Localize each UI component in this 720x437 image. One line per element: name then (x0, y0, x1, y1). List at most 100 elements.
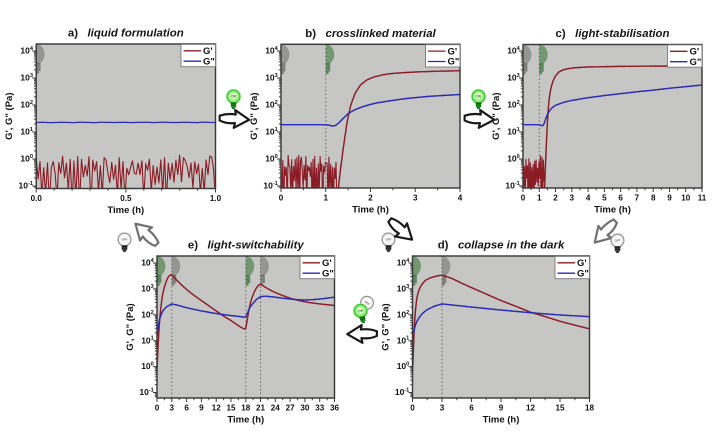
svg-text:104: 104 (507, 46, 520, 56)
svg-text:G': G' (203, 46, 213, 57)
svg-text:30: 30 (300, 404, 310, 413)
svg-text:G', G" (Pa): G', G" (Pa) (249, 92, 260, 139)
svg-text:e) light-switchability: e) light-switchability (188, 240, 304, 252)
svg-text:11: 11 (698, 194, 707, 203)
svg-text:102: 102 (265, 100, 278, 110)
svg-text:G": G" (690, 57, 702, 68)
svg-text:9: 9 (199, 404, 204, 413)
svg-text:101: 101 (20, 127, 33, 137)
svg-text:6: 6 (469, 404, 474, 413)
svg-text:G": G" (448, 57, 460, 68)
svg-text:G', G" (Pa): G', G" (Pa) (125, 303, 136, 350)
svg-text:2: 2 (553, 194, 558, 203)
svg-text:6: 6 (618, 194, 623, 203)
svg-text:b) crosslinked material: b) crosslinked material (305, 28, 436, 40)
svg-text:104: 104 (141, 258, 154, 268)
svg-text:101: 101 (507, 127, 520, 137)
svg-text:101: 101 (141, 335, 154, 345)
svg-text:0: 0 (521, 194, 526, 203)
svg-text:G', G" (Pa): G', G" (Pa) (491, 92, 502, 139)
svg-text:27: 27 (286, 404, 296, 413)
svg-text:10-1: 10-1 (395, 387, 409, 397)
svg-text:18: 18 (585, 404, 595, 413)
svg-text:103: 103 (397, 284, 410, 294)
svg-text:102: 102 (141, 309, 154, 319)
svg-text:24: 24 (271, 404, 281, 413)
svg-text:0: 0 (279, 194, 284, 203)
svg-text:G': G' (448, 46, 458, 57)
svg-text:2: 2 (368, 194, 373, 203)
svg-text:3: 3 (570, 194, 575, 203)
svg-text:4: 4 (458, 194, 463, 203)
svg-text:OFF: OFF (363, 299, 370, 306)
svg-text:9: 9 (499, 404, 504, 413)
svg-text:104: 104 (397, 258, 410, 268)
svg-text:1: 1 (324, 194, 329, 203)
svg-text:0.5: 0.5 (120, 194, 132, 203)
svg-text:OFF: OFF (615, 239, 621, 243)
svg-text:100: 100 (507, 154, 520, 164)
svg-text:100: 100 (20, 154, 33, 164)
svg-text:G': G' (577, 258, 587, 269)
svg-text:15: 15 (555, 404, 565, 413)
svg-text:101: 101 (265, 127, 278, 137)
svg-text:OFF: OFF (386, 238, 392, 242)
svg-text:4: 4 (586, 194, 591, 203)
svg-text:10-1: 10-1 (139, 387, 153, 397)
svg-text:G": G" (577, 268, 589, 279)
svg-text:7: 7 (635, 194, 640, 203)
svg-text:Time (h): Time (h) (594, 205, 631, 216)
svg-text:ON: ON (358, 308, 364, 313)
svg-text:G': G' (322, 258, 332, 269)
svg-text:10: 10 (681, 194, 691, 203)
svg-text:Time (h): Time (h) (483, 415, 520, 426)
svg-text:5: 5 (602, 194, 607, 203)
svg-text:10-1: 10-1 (19, 181, 33, 191)
svg-text:15: 15 (226, 404, 236, 413)
svg-text:1: 1 (537, 194, 542, 203)
svg-text:a) liquid formulation: a) liquid formulation (68, 28, 184, 40)
svg-text:ON: ON (231, 95, 236, 99)
svg-text:101: 101 (397, 335, 410, 345)
svg-text:8: 8 (651, 194, 656, 203)
svg-text:100: 100 (141, 361, 154, 371)
svg-text:ON: ON (476, 95, 481, 99)
svg-text:3: 3 (170, 404, 175, 413)
svg-text:1.0: 1.0 (210, 194, 222, 203)
svg-text:0.0: 0.0 (31, 194, 43, 203)
svg-text:21: 21 (256, 404, 266, 413)
svg-text:18: 18 (241, 404, 251, 413)
svg-text:12: 12 (526, 404, 536, 413)
svg-text:103: 103 (141, 284, 154, 294)
svg-text:d) collapse in the dark: d) collapse in the dark (438, 240, 565, 252)
svg-text:102: 102 (397, 309, 410, 319)
svg-text:0: 0 (155, 404, 160, 413)
svg-text:100: 100 (397, 361, 410, 371)
svg-text:G': G' (690, 47, 700, 58)
svg-text:9: 9 (667, 194, 672, 203)
svg-text:OFF: OFF (122, 238, 128, 242)
svg-text:c) light-stabilisation: c) light-stabilisation (556, 28, 670, 40)
svg-text:G": G" (322, 268, 334, 279)
svg-text:3: 3 (440, 404, 445, 413)
svg-text:G": G" (203, 56, 215, 67)
svg-text:G', G" (Pa): G', G" (Pa) (381, 303, 392, 350)
svg-text:G', G" (Pa): G', G" (Pa) (4, 92, 15, 139)
svg-text:10-1: 10-1 (505, 181, 519, 191)
svg-text:102: 102 (20, 100, 33, 110)
svg-text:103: 103 (265, 73, 278, 83)
svg-text:104: 104 (265, 46, 278, 56)
svg-text:Time (h): Time (h) (227, 415, 264, 426)
svg-text:33: 33 (315, 404, 325, 413)
svg-text:12: 12 (212, 404, 222, 413)
svg-text:6: 6 (184, 404, 189, 413)
svg-text:36: 36 (330, 404, 340, 413)
svg-text:Time (h): Time (h) (107, 205, 144, 216)
svg-text:103: 103 (20, 73, 33, 83)
svg-text:10-1: 10-1 (263, 181, 277, 191)
svg-text:104: 104 (20, 46, 33, 56)
svg-text:103: 103 (507, 73, 520, 83)
svg-text:3: 3 (413, 194, 418, 203)
svg-text:0: 0 (410, 404, 415, 413)
svg-text:100: 100 (265, 154, 278, 164)
